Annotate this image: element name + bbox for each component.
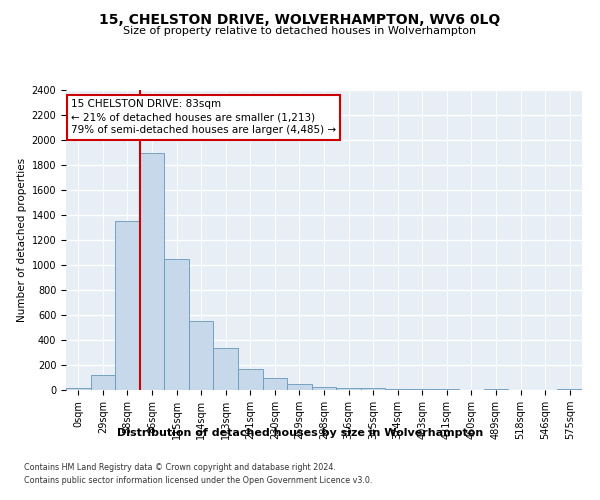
Bar bbox=[410, 389, 434, 390]
Bar bbox=[91, 375, 115, 390]
Bar bbox=[287, 384, 312, 390]
Bar bbox=[263, 378, 287, 390]
Y-axis label: Number of detached properties: Number of detached properties bbox=[17, 158, 28, 322]
Bar bbox=[115, 221, 140, 390]
Bar bbox=[238, 369, 263, 390]
Bar bbox=[312, 387, 336, 390]
Bar bbox=[214, 348, 238, 390]
Bar bbox=[385, 388, 410, 390]
Text: 15, CHELSTON DRIVE, WOLVERHAMPTON, WV6 0LQ: 15, CHELSTON DRIVE, WOLVERHAMPTON, WV6 0… bbox=[100, 12, 500, 26]
Bar bbox=[336, 388, 361, 390]
Text: Contains public sector information licensed under the Open Government Licence v3: Contains public sector information licen… bbox=[24, 476, 373, 485]
Bar bbox=[361, 388, 385, 390]
Bar bbox=[557, 389, 582, 390]
Text: Size of property relative to detached houses in Wolverhampton: Size of property relative to detached ho… bbox=[124, 26, 476, 36]
Bar bbox=[164, 259, 189, 390]
Text: Contains HM Land Registry data © Crown copyright and database right 2024.: Contains HM Land Registry data © Crown c… bbox=[24, 464, 336, 472]
Bar bbox=[66, 388, 91, 390]
Bar bbox=[484, 389, 508, 390]
Text: Distribution of detached houses by size in Wolverhampton: Distribution of detached houses by size … bbox=[117, 428, 483, 438]
Bar bbox=[189, 322, 214, 390]
Text: 15 CHELSTON DRIVE: 83sqm
← 21% of detached houses are smaller (1,213)
79% of sem: 15 CHELSTON DRIVE: 83sqm ← 21% of detach… bbox=[71, 99, 336, 136]
Bar bbox=[140, 152, 164, 390]
